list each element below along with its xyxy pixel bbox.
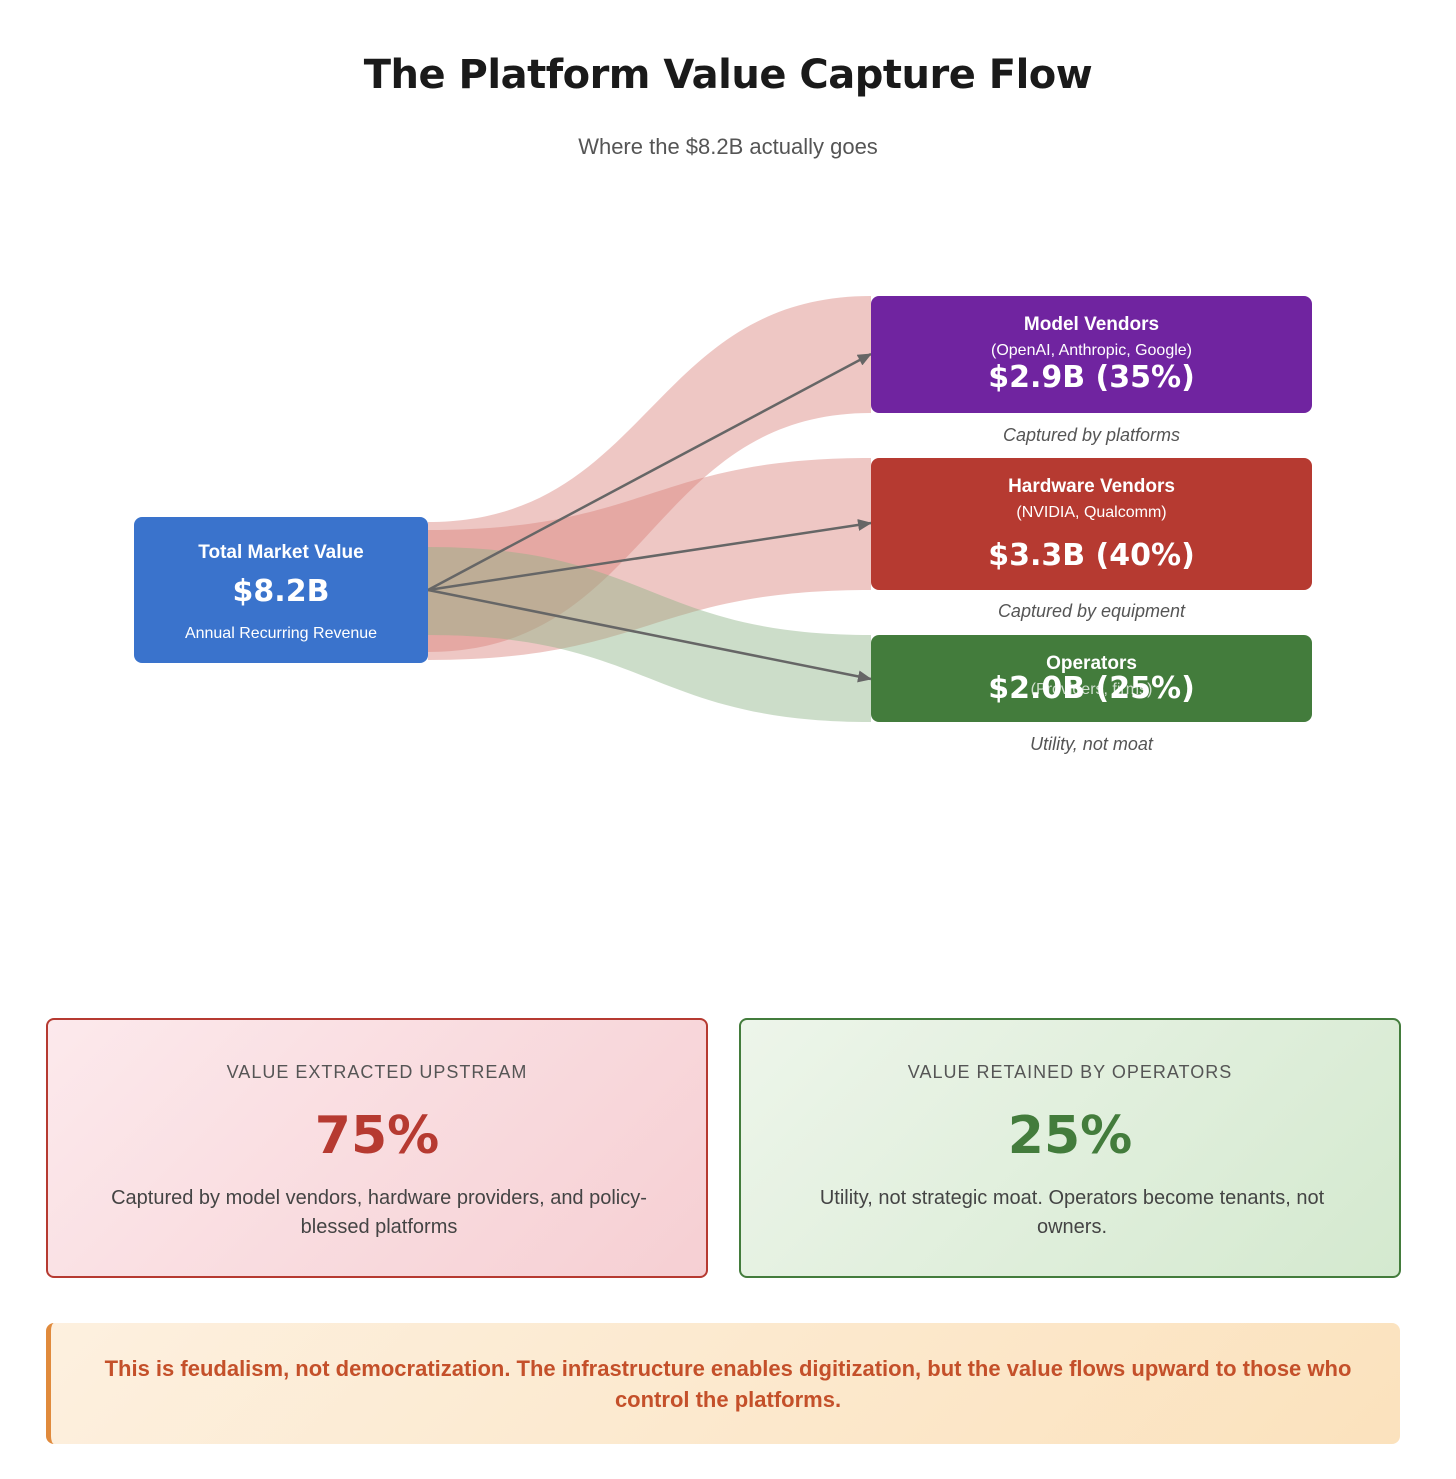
node-model-value: $2.9B (35%) — [988, 360, 1195, 395]
caption-operators: Utility, not moat — [1030, 734, 1153, 754]
conclusion-text: This is feudalism, not democratization. … — [104, 1356, 1352, 1412]
node-hardware-value: $3.3B (40%) — [988, 538, 1195, 573]
caption-model: Captured by platforms — [1002, 425, 1181, 445]
node-hardware-vendors: Hardware Vendors (NVIDIA, Qualcomm) $3.3… — [871, 458, 1312, 590]
card-value-extracted-upstream: VALUE EXTRACTED UPSTREAM 75% Captured by… — [46, 1018, 708, 1278]
node-total-sub: Annual Recurring Revenue — [184, 625, 378, 642]
node-total-name: Total Market Value — [198, 542, 364, 563]
flow-band-model — [428, 296, 871, 652]
conclusion-callout: This is feudalism, not democratization. … — [46, 1323, 1400, 1444]
card-operators-description: Utility, not strategic moat. Operators b… — [819, 1187, 1325, 1238]
card-upstream-description: Captured by model vendors, hardware prov… — [111, 1187, 647, 1238]
page-subtitle: Where the $8.2B actually goes — [578, 134, 878, 159]
flow-band-hardware — [428, 458, 871, 660]
node-hardware-name: Hardware Vendors — [1008, 476, 1175, 497]
flow-diagram — [427, 296, 872, 722]
card-operators-label: VALUE RETAINED BY OPERATORS — [907, 1062, 1233, 1082]
node-operators-sub: (Providers, firms) — [1030, 681, 1153, 698]
node-total-value: $8.2B — [232, 574, 330, 609]
arrow-to-operators — [427, 588, 872, 683]
card-upstream-label: VALUE EXTRACTED UPSTREAM — [226, 1062, 528, 1082]
page-title: The Platform Value Capture Flow — [363, 52, 1093, 98]
card-operators-percent: 25% — [1007, 1106, 1133, 1166]
caption-hardware: Captured by equipment — [997, 601, 1186, 621]
arrow-to-hardware — [427, 519, 872, 592]
node-model-name: Model Vendors — [1023, 314, 1160, 335]
card-upstream-percent: 75% — [314, 1106, 440, 1166]
node-operators: Operators (Providers, firms) $2.0B (25%) — [871, 635, 1312, 722]
node-model-sub: (OpenAI, Anthropic, Google) — [991, 342, 1192, 359]
node-hardware-sub: (NVIDIA, Qualcomm) — [1016, 504, 1167, 521]
card-value-retained-by-operators: VALUE RETAINED BY OPERATORS 25% Utility,… — [739, 1018, 1401, 1278]
arrow-to-model — [427, 352, 872, 592]
node-operators-value: $2.0B (25%) — [988, 671, 1195, 706]
node-total-market-value: Total Market Value $8.2B Annual Recurrin… — [134, 517, 428, 663]
node-model-vendors: Model Vendors (OpenAI, Anthropic, Google… — [871, 296, 1312, 413]
node-operators-name: Operators — [1046, 653, 1137, 674]
